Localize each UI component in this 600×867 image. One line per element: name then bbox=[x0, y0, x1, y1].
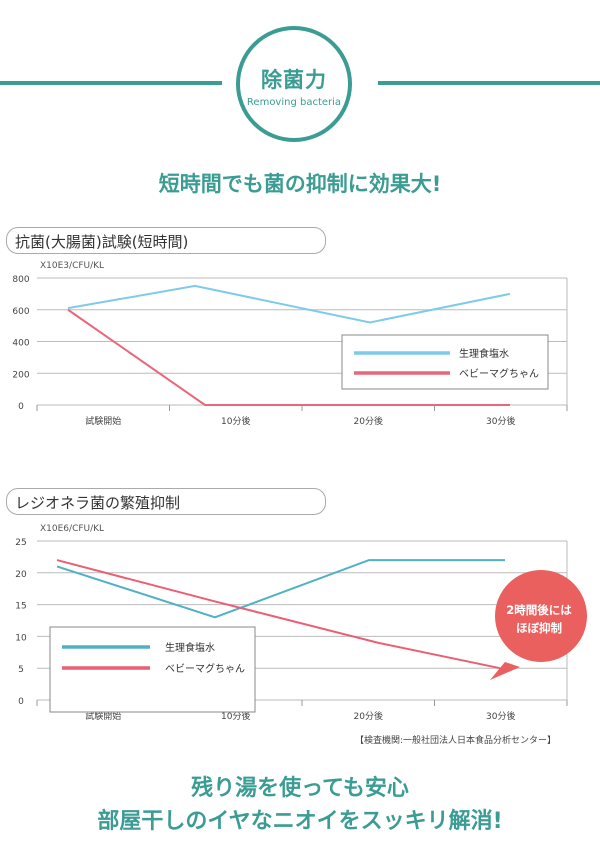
y-tick-label: 800 bbox=[12, 275, 29, 285]
chart1-title: 抗菌(大腸菌)試験(短時間) bbox=[6, 227, 326, 254]
y-tick-label: 5 bbox=[18, 665, 24, 675]
series-line-2 bbox=[67, 308, 510, 406]
legend-label: 生理食塩水 bbox=[165, 641, 215, 654]
footer-line-1: 残り湯を使っても安心 bbox=[191, 776, 409, 801]
y-tick-label: 0 bbox=[18, 697, 24, 707]
source-note: 【検査機関:一般社団法人日本食品分析センター】 bbox=[355, 736, 557, 746]
headline: 短時間でも菌の抑制に効果大! bbox=[158, 172, 442, 196]
y-tick-label: 10 bbox=[15, 633, 27, 643]
x-tick-label: 20分後 bbox=[354, 710, 383, 722]
series-line-1 bbox=[56, 559, 505, 619]
x-tick-label: 10分後 bbox=[221, 415, 250, 427]
chart2-title: レジオネラ菌の繁殖抑制 bbox=[6, 488, 326, 515]
footer-line-2: 部屋干しのイヤなニオイをスッキリ解消! bbox=[97, 809, 503, 834]
y-axis-label: X10E6/CFU/KL bbox=[40, 524, 104, 534]
legend-label: 生理食塩水 bbox=[459, 347, 509, 360]
y-tick-label: 20 bbox=[15, 570, 27, 580]
y-tick-label: 400 bbox=[12, 339, 29, 349]
y-tick-label: 25 bbox=[15, 538, 26, 548]
callout-text: ほぼ抑制 bbox=[516, 621, 562, 635]
badge-title: 除菌力 bbox=[261, 68, 327, 92]
legend-box bbox=[341, 334, 549, 390]
y-tick-label: 15 bbox=[15, 602, 26, 612]
x-tick-label: 30分後 bbox=[486, 415, 515, 427]
y-tick-label: 200 bbox=[12, 370, 29, 380]
legend-label: ベビーマグちゃん bbox=[459, 367, 539, 380]
x-tick-label: 試験開始 bbox=[85, 710, 121, 722]
header-rule-left bbox=[0, 81, 222, 85]
y-tick-label: 600 bbox=[12, 307, 29, 317]
callout-text: 2時間後には bbox=[506, 603, 572, 617]
chart2: X10E6/CFU/KL 0 5 10 15 20 25 試験開始 10分後 20分後 30分後 生理… bbox=[15, 524, 587, 722]
x-tick-label: 20分後 bbox=[354, 415, 383, 427]
series-line-1 bbox=[67, 284, 511, 324]
badge-subtitle: Removing bacteria bbox=[246, 97, 342, 108]
y-tick-label: 0 bbox=[18, 402, 24, 412]
header-rule-right bbox=[378, 81, 600, 85]
chart1: X10E3/CFU/KL 0 200 400 600 800 試験開始 10分後 20分後 30分… bbox=[12, 261, 568, 427]
x-tick-label: 10分後 bbox=[221, 710, 250, 722]
y-axis-label: X10E3/CFU/KL bbox=[40, 261, 104, 271]
badge: 除菌力 Removing bacteria bbox=[236, 26, 352, 142]
series-line-2 bbox=[56, 559, 501, 670]
callout-bubble bbox=[495, 570, 587, 662]
bubble-tail bbox=[490, 662, 520, 680]
legend-label: ベビーマグちゃん bbox=[165, 662, 245, 675]
x-tick-label: 30分後 bbox=[486, 710, 515, 722]
x-tick-label: 試験開始 bbox=[85, 415, 121, 427]
